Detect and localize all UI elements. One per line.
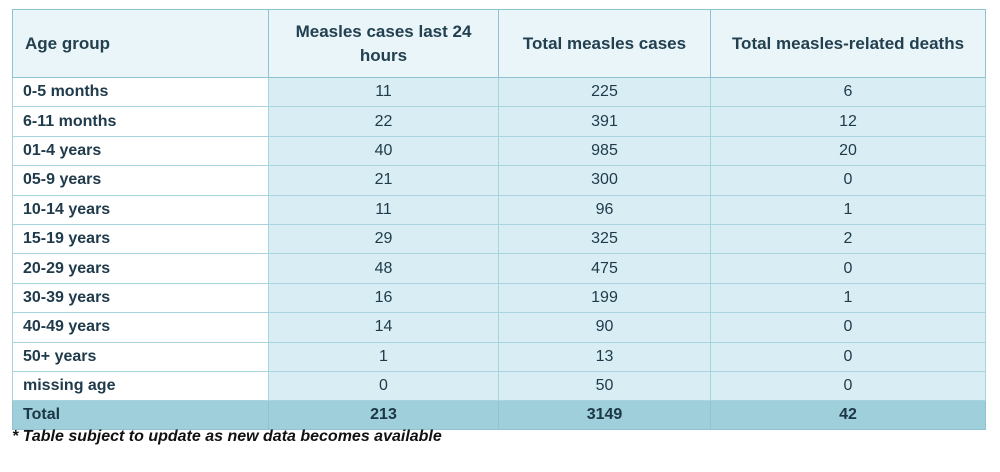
total-label: Total	[12, 400, 269, 431]
deaths-cell: 0	[710, 253, 986, 284]
total-cases-sum: 3149	[498, 400, 711, 431]
cases-last-24-cell: 16	[268, 282, 499, 314]
total-cases-cell: 199	[498, 282, 711, 314]
table-row: 50+ years 1 13 0	[12, 341, 986, 372]
age-group-cell: 20-29 years	[12, 253, 269, 284]
age-group-cell: missing age	[12, 370, 269, 402]
table-body: 0-5 months 11 225 6 6-11 months 22 391 1…	[12, 76, 986, 402]
deaths-cell: 1	[710, 194, 986, 225]
cases-last-24-cell: 29	[268, 223, 499, 255]
total-cases-cell: 391	[498, 106, 711, 137]
header-row: Age group Measles cases last 24 hours To…	[12, 9, 986, 78]
cases-last-24-cell: 0	[268, 370, 499, 402]
measles-table-container: Age group Measles cases last 24 hours To…	[12, 9, 986, 431]
header-total-deaths: Total measles-related deaths	[710, 9, 986, 78]
total-cases-cell: 985	[498, 135, 711, 167]
measles-age-table: Age group Measles cases last 24 hours To…	[12, 9, 986, 431]
table-row: 30-39 years 16 199 1	[12, 282, 986, 314]
deaths-cell: 0	[710, 312, 986, 343]
deaths-cell: 0	[710, 341, 986, 372]
cases-last-24-cell: 14	[268, 312, 499, 343]
header-age-group: Age group	[12, 9, 269, 78]
table-row: 15-19 years 29 325 2	[12, 223, 986, 255]
total-cases-cell: 300	[498, 165, 711, 196]
cases-last-24-cell: 11	[268, 194, 499, 225]
table-row: 01-4 years 40 985 20	[12, 135, 986, 167]
header-total-cases: Total measles cases	[498, 9, 711, 78]
cases-last-24-cell: 21	[268, 165, 499, 196]
age-group-cell: 6-11 months	[12, 106, 269, 137]
deaths-cell: 6	[710, 76, 986, 108]
total-deaths-sum: 42	[710, 400, 986, 431]
deaths-cell: 12	[710, 106, 986, 137]
table-footnote: * Table subject to update as new data be…	[12, 428, 442, 445]
total-row: Total 213 3149 42	[12, 400, 986, 431]
header-cases-last-24-hours: Measles cases last 24 hours	[268, 9, 499, 78]
total-cases-cell: 96	[498, 194, 711, 225]
deaths-cell: 1	[710, 282, 986, 314]
table-row: 10-14 years 11 96 1	[12, 194, 986, 225]
total-cases-cell: 475	[498, 253, 711, 284]
deaths-cell: 0	[710, 165, 986, 196]
total-cases-cell: 90	[498, 312, 711, 343]
age-group-cell: 50+ years	[12, 341, 269, 372]
table-row: 0-5 months 11 225 6	[12, 76, 986, 108]
table-row: 40-49 years 14 90 0	[12, 312, 986, 343]
age-group-cell: 10-14 years	[12, 194, 269, 225]
table-row: 6-11 months 22 391 12	[12, 106, 986, 137]
total-cases-last-24: 213	[268, 400, 499, 431]
deaths-cell: 20	[710, 135, 986, 167]
age-group-cell: 30-39 years	[12, 282, 269, 314]
cases-last-24-cell: 22	[268, 106, 499, 137]
table-footer: Total 213 3149 42	[12, 400, 986, 431]
cases-last-24-cell: 40	[268, 135, 499, 167]
cases-last-24-cell: 11	[268, 76, 499, 108]
age-group-cell: 0-5 months	[12, 76, 269, 108]
cases-last-24-cell: 1	[268, 341, 499, 372]
age-group-cell: 01-4 years	[12, 135, 269, 167]
age-group-cell: 40-49 years	[12, 312, 269, 343]
total-cases-cell: 225	[498, 76, 711, 108]
table-header: Age group Measles cases last 24 hours To…	[12, 9, 986, 78]
age-group-cell: 15-19 years	[12, 223, 269, 255]
table-row: missing age 0 50 0	[12, 370, 986, 402]
cases-last-24-cell: 48	[268, 253, 499, 284]
deaths-cell: 2	[710, 223, 986, 255]
deaths-cell: 0	[710, 370, 986, 402]
table-row: 05-9 years 21 300 0	[12, 165, 986, 196]
total-cases-cell: 50	[498, 370, 711, 402]
total-cases-cell: 13	[498, 341, 711, 372]
table-row: 20-29 years 48 475 0	[12, 253, 986, 284]
total-cases-cell: 325	[498, 223, 711, 255]
age-group-cell: 05-9 years	[12, 165, 269, 196]
